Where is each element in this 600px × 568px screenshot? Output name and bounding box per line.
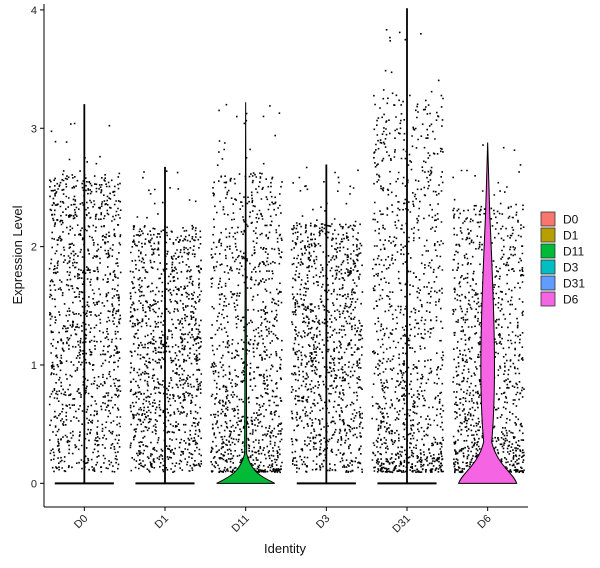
x-tick-label: D11 [230,513,252,535]
legend-label-d31: D31 [563,277,585,291]
legend-label-d3: D3 [563,261,579,275]
y-tick-label: 1 [31,360,37,372]
violin-d0 [54,104,114,485]
x-tick-label: D1 [153,513,171,531]
legend-label-d1: D1 [563,229,579,243]
violin-d6 [457,142,518,484]
legend-label-d11: D11 [563,245,584,259]
legend-key-d3 [540,259,556,275]
y-tick-label: 3 [31,123,37,135]
jitter-points-d11 [210,103,283,474]
x-tick-label: D0 [72,513,90,531]
violins-layer [54,8,518,485]
legend-key-d1 [540,227,556,243]
jitter-points-d31 [371,29,445,474]
jitter-points-d0 [48,122,122,473]
y-tick-label: 0 [31,478,37,490]
jitter-points-d3 [290,166,364,473]
x-tick-label: D6 [475,513,493,531]
violin-d31 [377,8,437,485]
jitter-points-d6 [452,144,525,474]
x-tick-label: D31 [390,513,413,536]
y-tick-label: 2 [31,242,37,254]
x-axis-title: Identity [264,541,306,556]
violin-d1 [135,166,195,485]
legend-key-d6 [540,291,556,307]
violin-d11 [216,102,275,484]
y-axis-title: Expression Level [10,205,25,304]
jitter-points-d1 [129,170,203,473]
legend: D0 D1 D11 D3 D31 D6 [540,211,585,307]
violin-d3 [296,164,356,485]
legend-key-d0 [540,211,556,227]
legend-label-d6: D6 [563,293,579,307]
jitter-points-layer [48,29,525,474]
legend-label-d0: D0 [563,213,579,227]
y-tick-label: 4 [31,5,37,17]
legend-key-d31 [540,275,556,291]
legend-key-d11 [540,243,556,259]
x-tick-label: D3 [314,513,332,531]
